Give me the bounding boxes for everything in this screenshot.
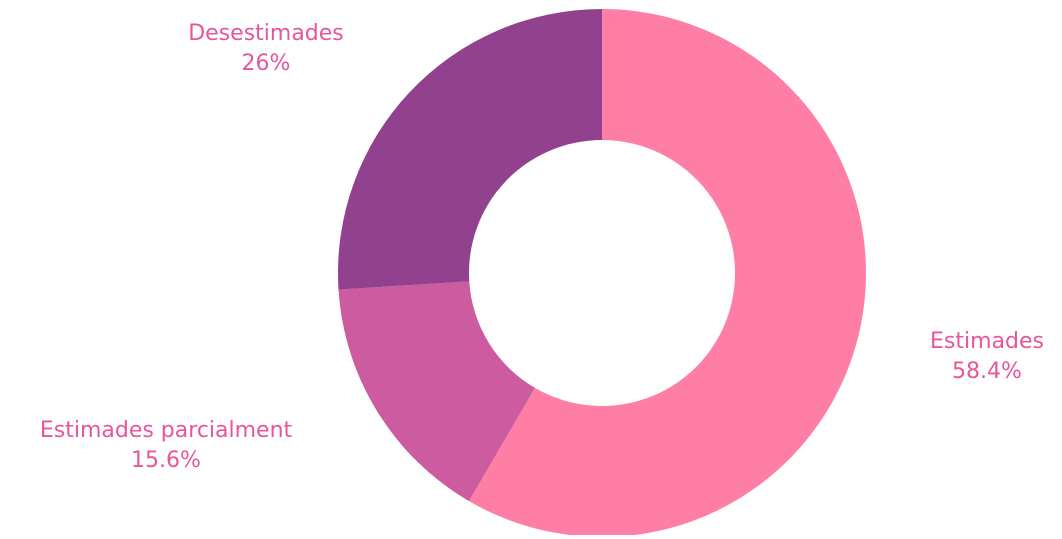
slice-label-estimades: Estimades 58.4% xyxy=(930,327,1044,387)
slice-label-estimades-value: 58.4% xyxy=(952,359,1022,384)
slice-label-desestimades-value: 26% xyxy=(241,51,291,76)
slice-label-estimades-parcialment-value: 15.6% xyxy=(131,448,201,473)
slice-label-estimades-parcialment: Estimades parcialment 15.6% xyxy=(40,416,292,476)
donut-slice-estimades-parcialment xyxy=(338,281,536,502)
slice-label-desestimades-name: Desestimades xyxy=(188,21,344,46)
donut-slice-desestimades xyxy=(338,9,602,290)
slice-label-estimades-name: Estimades xyxy=(930,329,1044,354)
donut-slice-estimades xyxy=(469,9,866,537)
slice-label-desestimades: Desestimades 26% xyxy=(188,19,344,79)
slice-label-estimades-parcialment-name: Estimades parcialment xyxy=(39,418,293,443)
